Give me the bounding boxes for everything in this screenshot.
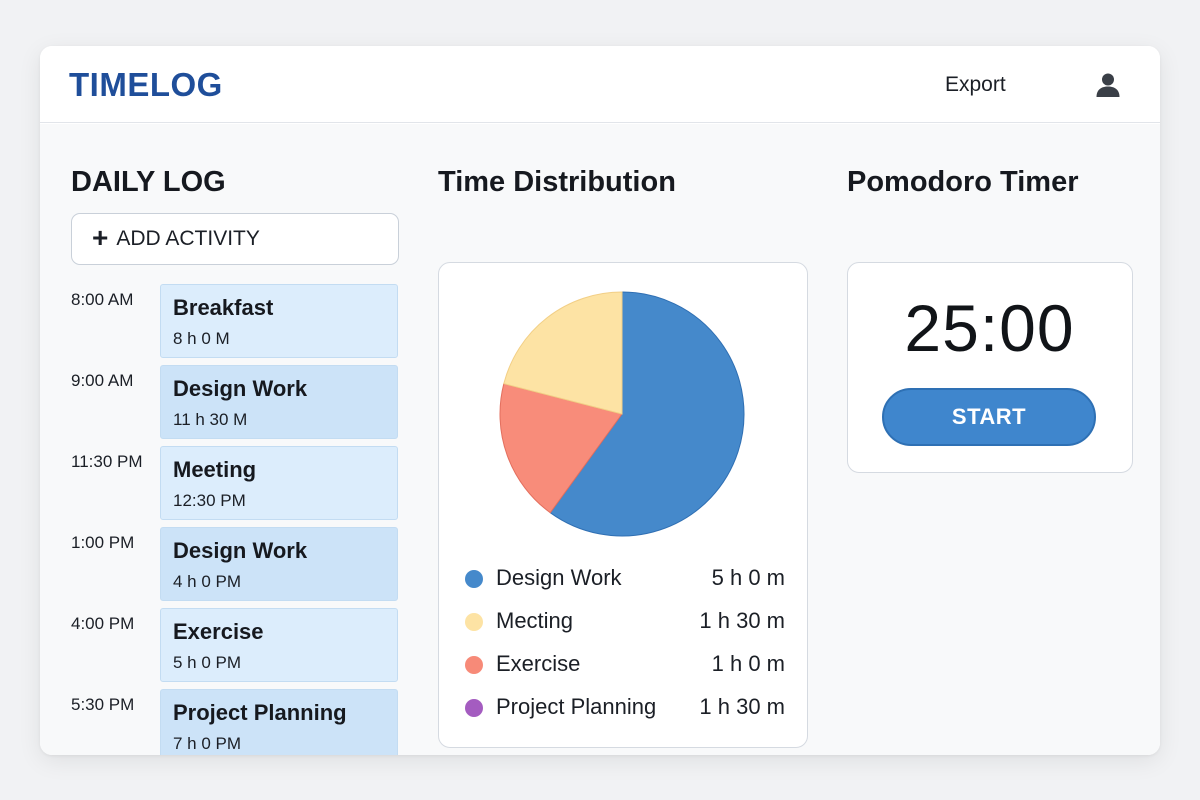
legend-label: Mecting xyxy=(496,608,574,633)
activity-card[interactable]: Meeting 12:30 PM xyxy=(160,446,398,520)
activity-card[interactable]: Project Planning 7 h 0 PM xyxy=(160,689,398,755)
legend-item: Mecting 1 h 30 m xyxy=(465,606,785,636)
legend-dot xyxy=(465,570,483,588)
legend-value: 1 h 0 m xyxy=(711,651,785,676)
start-button[interactable]: START xyxy=(882,388,1096,446)
list-item: 4:00 PM Exercise 5 h 0 PM xyxy=(71,608,401,682)
pie-slice-mecting xyxy=(503,291,623,415)
list-item: 11:30 PM Meeting 12:30 PM xyxy=(71,446,401,520)
activity-card[interactable]: Design Work 4 h 0 PM xyxy=(160,527,398,601)
export-button[interactable]: Export xyxy=(945,73,1006,96)
activity-duration: 8 h 0 M xyxy=(173,329,230,348)
list-item: 1:00 PM Design Work 4 h 0 PM xyxy=(71,527,401,601)
legend-dot xyxy=(465,656,483,674)
activity-name: Exercise xyxy=(173,619,264,644)
activity-duration: 4 h 0 PM xyxy=(173,572,242,591)
activity-name: Meeting xyxy=(173,457,257,482)
pomodoro-panel: 25:00 START xyxy=(847,262,1133,473)
legend-label: Project Planning xyxy=(496,694,657,719)
pie-slice-design-work xyxy=(549,291,745,537)
legend-label: Exercise xyxy=(496,651,581,676)
activity-time: 1:00 PM xyxy=(71,533,135,552)
activity-name: Design Work xyxy=(173,376,308,401)
main-content: DAILY LOG + ADD ACTIVITY 8:00 AM Breakfa… xyxy=(40,124,1160,755)
add-activity-button[interactable]: + ADD ACTIVITY xyxy=(71,213,399,265)
activity-time: 5:30 PM xyxy=(71,695,135,714)
plus-icon: + xyxy=(92,221,109,253)
activity-duration: 5 h 0 PM xyxy=(173,653,242,672)
pie-chart xyxy=(499,291,745,537)
activity-card[interactable]: Exercise 5 h 0 PM xyxy=(160,608,398,682)
activity-time: 9:00 AM xyxy=(71,371,134,390)
app-window: TIMELOG Export DAILY LOG + ADD ACTIVITY … xyxy=(40,46,1160,755)
activity-duration: 7 h 0 PM xyxy=(173,734,242,753)
list-item: 8:00 AM Breakfast 8 h 0 M xyxy=(71,284,401,358)
activity-card[interactable]: Design Work 11 h 30 M xyxy=(160,365,398,439)
user-icon[interactable] xyxy=(1094,71,1122,99)
activity-card[interactable]: Breakfast 8 h 0 M xyxy=(160,284,398,358)
list-item: 9:00 AM Design Work 11 h 30 M xyxy=(71,365,401,439)
add-activity-label: ADD ACTIVITY xyxy=(116,227,260,250)
pie-slice-exercise xyxy=(499,383,623,514)
legend-value: 1 h 30 m xyxy=(699,694,785,719)
legend-dot xyxy=(465,699,483,717)
legend-item: Project Planning 1 h 30 m xyxy=(465,692,785,722)
top-bar: TIMELOG Export xyxy=(40,46,1160,123)
activity-time: 8:00 AM xyxy=(71,290,134,309)
legend-item: Design Work 5 h 0 m xyxy=(465,563,785,593)
activity-name: Breakfast xyxy=(173,295,274,320)
daily-log-title: DAILY LOG xyxy=(71,166,226,198)
activity-time: 11:30 PM xyxy=(71,452,143,471)
legend-item: Exercise 1 h 0 m xyxy=(465,649,785,679)
activity-list: 8:00 AM Breakfast 8 h 0 M 9:00 AM Design… xyxy=(71,284,401,755)
activity-duration: 11 h 30 M xyxy=(173,410,248,429)
activity-name: Design Work xyxy=(173,538,308,563)
activity-duration: 12:30 PM xyxy=(173,491,246,510)
legend-value: 5 h 0 m xyxy=(711,565,785,590)
legend-value: 1 h 30 m xyxy=(699,608,785,633)
app-logo: TIMELOG xyxy=(69,66,223,103)
activity-name: Project Planning xyxy=(173,700,347,725)
timer-display: 25:00 xyxy=(904,291,1075,365)
activity-time: 4:00 PM xyxy=(71,614,135,633)
legend-dot xyxy=(465,613,483,631)
legend-label: Design Work xyxy=(496,565,622,590)
time-distribution-panel: Design Work 5 h 0 m Mecting 1 h 30 m Exe… xyxy=(438,262,808,748)
pomodoro-title: Pomodoro Timer xyxy=(847,166,1079,198)
time-distribution-title: Time Distribution xyxy=(438,166,676,198)
list-item: 5:30 PM Project Planning 7 h 0 PM xyxy=(71,689,401,755)
